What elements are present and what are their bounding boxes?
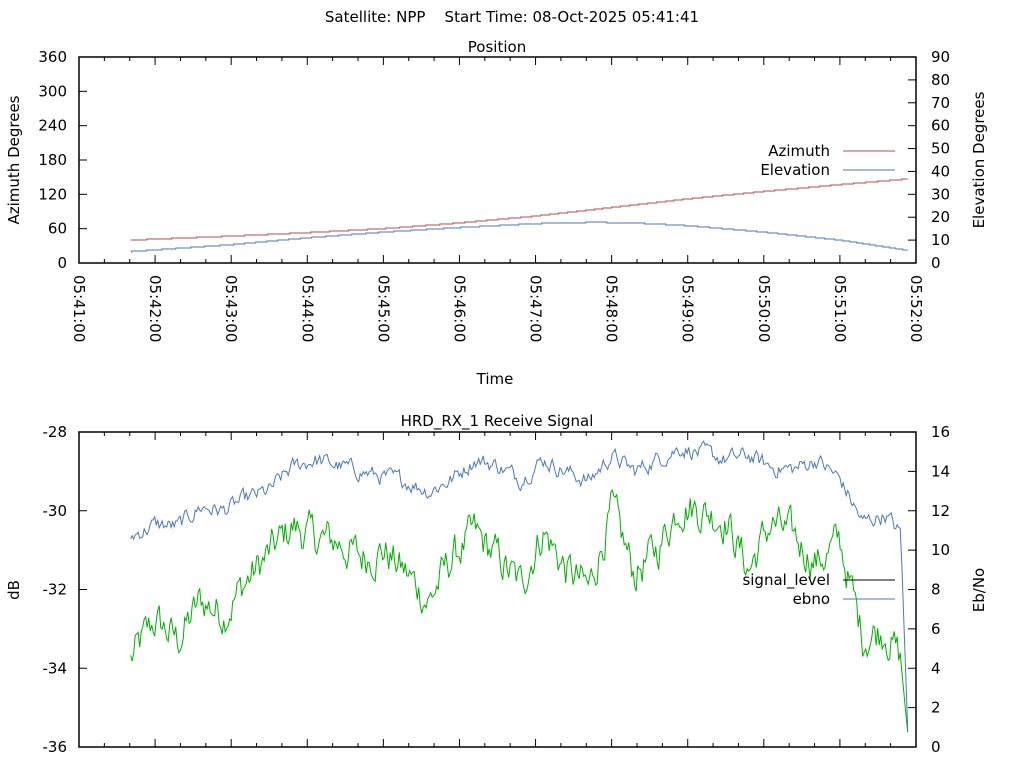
x-tick-label: 05:46:00: [450, 275, 468, 342]
legend-ebno-label: ebno: [793, 590, 830, 608]
y2-tick-label: 12: [931, 502, 950, 520]
legend-elevation-label: Elevation: [760, 161, 830, 179]
y2-tick-label: 8: [931, 581, 941, 599]
x-tick-label: 05:45:00: [374, 275, 392, 342]
y2-tick-label: 0: [931, 738, 941, 756]
y2-tick-label: 90: [931, 48, 950, 66]
receive-signal-series-group: [130, 440, 909, 733]
y2-tick-label: 50: [931, 140, 950, 158]
y-tick-label: 360: [38, 48, 67, 66]
db-axis-label: dB: [5, 580, 23, 600]
y2-tick-label: 0: [931, 254, 941, 272]
receive-signal-y2-ticks: 0 2 4 6 8 10 12 14 16: [908, 423, 950, 756]
y-tick-label: -36: [43, 738, 68, 756]
position-chart: Position 05:41:00 05:42:00 05:43:00 05:44:0…: [5, 38, 988, 388]
y2-tick-label: 40: [931, 162, 950, 180]
y-tick-label: 180: [38, 151, 67, 169]
x-tick-label: 05:44:00: [298, 275, 316, 342]
x-tick-label: 05:48:00: [603, 275, 621, 342]
time-axis-label: Time: [476, 370, 514, 388]
y2-tick-label: 2: [931, 699, 941, 717]
y2-tick-label: 14: [931, 462, 950, 480]
x-tick-label: 05:42:00: [146, 275, 164, 342]
y-tick-label: 0: [57, 254, 67, 272]
receive-signal-chart-title: HRD_RX_1 Receive Signal: [401, 412, 594, 431]
y-tick-label: -34: [43, 659, 68, 677]
x-tick-label: 05:43:00: [222, 275, 240, 342]
y2-tick-label: 10: [931, 231, 950, 249]
y2-tick-label: 20: [931, 208, 950, 226]
y-tick-label: -32: [43, 581, 68, 599]
y2-tick-label: 60: [931, 117, 950, 135]
position-chart-title: Position: [468, 38, 526, 56]
position-plot-frame: [78, 56, 917, 264]
y-tick-label: 300: [38, 82, 67, 100]
y-tick-label: -30: [43, 502, 68, 520]
receive-signal-chart: HRD_RX_1 Receive Signal -36-34-32-30-28 …: [5, 412, 988, 756]
y2-tick-label: 6: [931, 620, 941, 638]
receive-signal-legend: signal_level ebno: [742, 571, 895, 608]
elevation-axis-label: Elevation Degrees: [970, 91, 988, 228]
series-line-ebno: [130, 440, 909, 729]
y2-tick-label: 4: [931, 659, 941, 677]
y2-tick-label: 70: [931, 94, 950, 112]
position-x-ticks: 05:41:00 05:42:00 05:43:00 05:44:00 05:45:00…: [70, 57, 925, 342]
series-line-azimuth: [130, 178, 908, 241]
position-y2-ticks: 0 10 20 30 40 50 60 70 80 90: [908, 48, 950, 272]
x-tick-label: 05:49:00: [679, 275, 697, 342]
page-title: Satellite: NPP Start Time: 08-Oct-2025 0…: [325, 8, 699, 26]
position-y-ticks: 0 60 120 180 240 300 360: [38, 48, 87, 272]
x-tick-label: 05:41:00: [70, 275, 88, 342]
receive-signal-y-ticks: -36 -34 -32 -30 -28: [43, 423, 87, 756]
x-tick-label: 05:47:00: [527, 275, 545, 342]
y2-tick-label: 30: [931, 185, 950, 203]
y-tick-label: -28: [43, 423, 68, 441]
series-line-elevation: [130, 221, 908, 253]
y2-tick-label: 80: [931, 71, 950, 89]
position-legend: Azimuth Elevation: [760, 142, 895, 179]
legend-signal-level-label: signal_level: [742, 571, 830, 590]
x-tick-label: 05:52:00: [907, 275, 925, 342]
y2-tick-label: 10: [931, 541, 950, 559]
legend-azimuth-label: Azimuth: [768, 142, 830, 160]
y2-tick-label: 16: [931, 423, 950, 441]
receive-signal-x-ticks: [78, 432, 917, 747]
position-series-group: [130, 178, 908, 253]
y-tick-label: 60: [48, 220, 67, 238]
x-tick-label: 05:50:00: [755, 275, 773, 342]
azimuth-axis-label: Azimuth Degrees: [5, 95, 23, 224]
x-tick-label: 05:51:00: [831, 275, 849, 342]
receive-signal-plot-frame: [78, 431, 917, 748]
series-line-signal-level: [130, 488, 909, 733]
y-tick-label: 240: [38, 117, 67, 135]
ebno-axis-label: Eb/No: [970, 568, 988, 612]
y-tick-label: 120: [38, 185, 67, 203]
